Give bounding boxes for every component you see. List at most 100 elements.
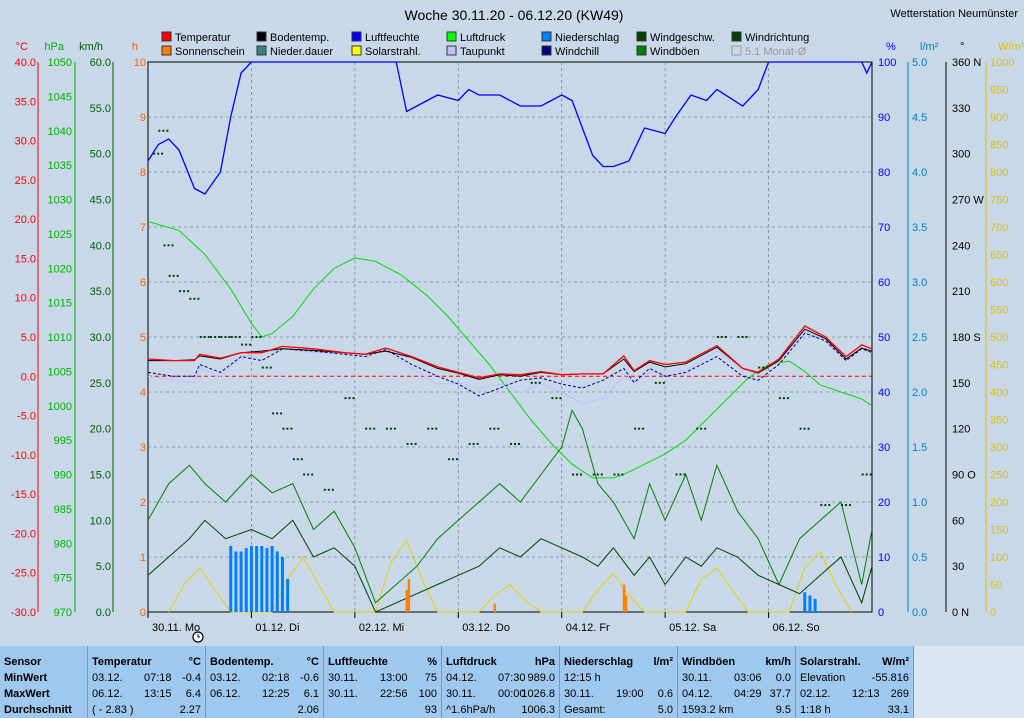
axis-tick-hpa: 1040: [48, 126, 72, 138]
axis-tick-hpa: 1030: [48, 195, 72, 207]
wind-direction-dot: [510, 442, 512, 445]
wind-direction-dot: [344, 397, 347, 400]
axis-tick-degree: 330: [952, 103, 970, 115]
wind-direction-dot: [820, 504, 823, 507]
axis-tick-degree: 210: [952, 286, 970, 298]
axis-tick-degree: 0 N: [952, 607, 969, 619]
stats-row: 93: [328, 702, 437, 718]
axis-tick-degree: 360 N: [952, 57, 981, 69]
wind-direction-dot: [161, 152, 164, 155]
stats-row: 02.12. 12:13 269: [800, 686, 909, 702]
stats-date: 30.11.: [446, 688, 476, 700]
x-tick-label: 04.12. Fr: [566, 622, 610, 634]
stats-row: 06.12. 12:25 6.1: [210, 686, 319, 702]
axis-tick-percent: 90: [878, 112, 890, 124]
stats-column-bodentemp: Bodentemp. °C 03.12. 02:18 -0.6 06.12. 12:25 6.…: [206, 646, 324, 718]
axis-tick-kmh: 15.0: [90, 470, 111, 482]
clock-icon[interactable]: [192, 631, 204, 643]
stats-date: Elevation: [800, 672, 846, 684]
stats-column-niederschlag: Niederschlag l/m² 12:15 h 30.11. 19:00 0.6 Ges…: [560, 646, 678, 718]
axis-unit-degree: °: [960, 41, 964, 53]
axis-tick-hpa: 990: [54, 470, 72, 482]
wind-direction-dot: [183, 290, 186, 293]
stats-time: 07:18: [144, 672, 172, 684]
legend-swatch: [636, 45, 647, 56]
legend-label: Taupunkt: [460, 46, 505, 58]
wind-direction-dot: [265, 366, 268, 369]
axis-tick-hpa: 1035: [48, 160, 72, 172]
wind-direction-dot: [431, 427, 434, 430]
stats-time: 07:30: [498, 672, 526, 684]
wind-direction-dot: [869, 473, 872, 476]
stats-column-solar: Solarstrahl. W/m² Elevation -55.816 02.12. 12…: [796, 646, 914, 718]
stats-column-windboeen: Windböen km/h 30.11. 03:06 0.0 04.12. 04:29 37.…: [678, 646, 796, 718]
rain-bar: [803, 592, 807, 612]
wind-direction-dot: [300, 458, 303, 461]
wind-direction-dot: [393, 427, 396, 430]
axis-tick-hpa: 1045: [48, 91, 72, 103]
wind-direction-dot: [286, 427, 289, 430]
wind-direction-dot: [220, 336, 223, 338]
x-tick-label: 06.12. So: [773, 622, 820, 634]
stats-date: 30.11.: [328, 672, 358, 684]
wind-direction-dot: [323, 488, 326, 491]
stats-time: 00:00: [498, 688, 526, 700]
wind-direction-dot: [193, 297, 196, 300]
wind-direction-dot: [224, 336, 227, 338]
axis-tick-wm2: 800: [990, 167, 1008, 179]
wind-direction-dot: [592, 473, 595, 476]
wind-direction-dot: [369, 427, 372, 430]
legend-label: Windgeschw.: [650, 32, 715, 44]
axis-tick-hours: 1: [140, 552, 146, 564]
wind-direction-dot: [530, 381, 533, 384]
stats-title: Niederschlag: [564, 656, 634, 668]
axis-tick-hpa: 970: [54, 607, 72, 619]
axis-tick-wm2: 150: [990, 525, 1008, 537]
wind-direction-dot: [435, 427, 438, 430]
legend-label: Windböen: [650, 46, 700, 58]
axis-tick-hpa: 985: [54, 504, 72, 516]
legend-swatch: [446, 45, 457, 56]
axis-tick-hours: 4: [140, 387, 146, 399]
chart-title: Woche 30.11.20 - 06.12.20 (KW49): [405, 7, 624, 23]
stats-unit: km/h: [765, 656, 791, 668]
wind-direction-dot: [203, 336, 206, 338]
stats-row: 03.12. 02:18 -0.6: [210, 670, 319, 686]
axis-tick-lm2: 5.0: [912, 57, 927, 69]
wind-direction-dot: [282, 427, 285, 430]
legend-swatch: [731, 31, 742, 42]
x-tick-label: 01.12. Di: [255, 622, 299, 634]
axis-tick-wm2: 350: [990, 415, 1008, 427]
axis-tick-lm2: 0.5: [912, 552, 927, 564]
legend-swatch: [161, 31, 172, 42]
legend-swatch: [161, 45, 172, 56]
axis-tick-degree: 30: [952, 561, 964, 573]
axis-tick-kmh: 5.0: [96, 561, 111, 573]
legend-label: Windchill: [555, 46, 599, 58]
axis-tick-celsius: 25.0: [15, 175, 36, 187]
sunshine-bar: [624, 595, 628, 612]
stats-row-min: MinWert: [4, 672, 48, 684]
stats-value: -55.816: [871, 672, 909, 684]
stats-row: 04.12. 04:29 37.7: [682, 686, 791, 702]
series-line-temperatur: [147, 325, 873, 379]
wind-direction-dot: [373, 427, 376, 430]
stats-row: 03.12. 07:18 -0.4: [92, 670, 201, 686]
stats-row: Gesamt: 5.0: [564, 702, 673, 718]
rain-bar: [229, 546, 233, 612]
stats-date: 04.12.: [682, 688, 713, 700]
axis-tick-celsius: 40.0: [15, 57, 36, 69]
wind-direction-dot: [414, 442, 417, 445]
axis-unit-kmh: km/h: [79, 41, 103, 53]
stats-value: 1006.3: [521, 704, 555, 716]
wind-direction-dot: [807, 427, 810, 430]
station-name: Wetterstation Neumünster: [890, 8, 1018, 20]
stats-time: 12:25: [262, 688, 290, 700]
axis-tick-wm2: 700: [990, 222, 1008, 234]
stats-header: Solarstrahl. W/m²: [800, 654, 909, 670]
axis-tick-lm2: 0.0: [912, 607, 927, 619]
wind-direction-dot: [447, 458, 450, 461]
rain-bar: [286, 579, 290, 612]
stats-row: ( - 2.83 ) 2.27: [92, 702, 201, 718]
stats-date: 03.12.: [92, 672, 123, 684]
